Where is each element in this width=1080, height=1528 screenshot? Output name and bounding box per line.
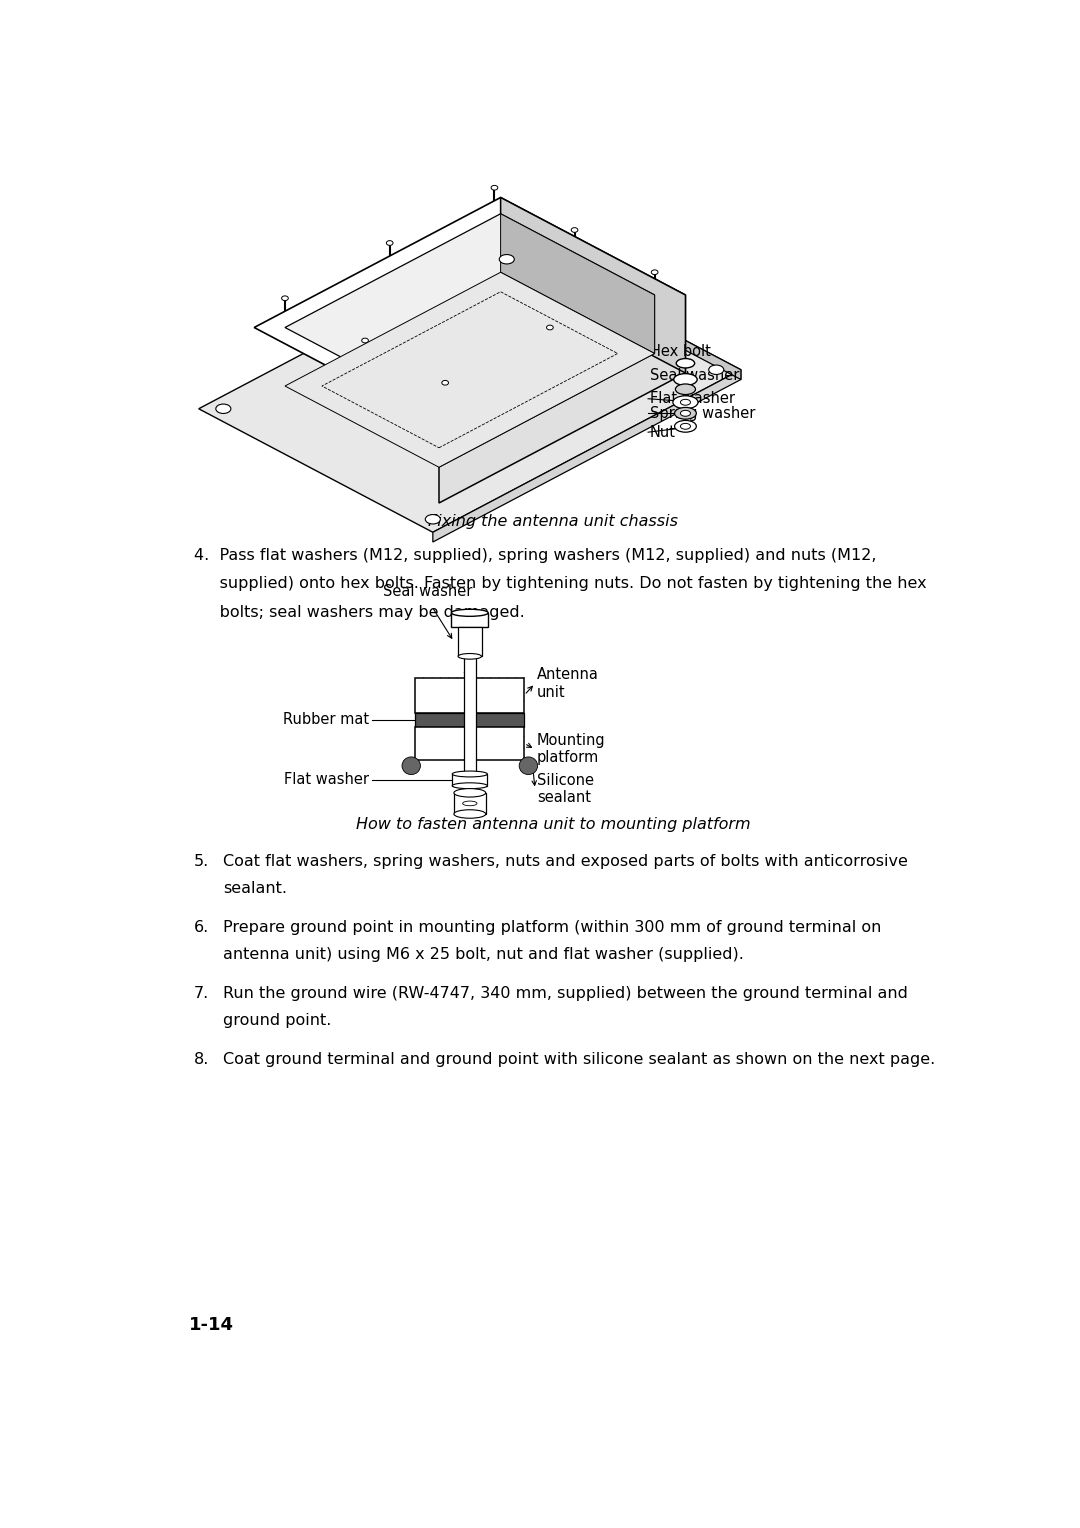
Ellipse shape (675, 420, 697, 432)
Text: Coat ground terminal and ground point with silicone sealant as shown on the next: Coat ground terminal and ground point wi… (222, 1051, 935, 1067)
Ellipse shape (674, 374, 698, 385)
Polygon shape (285, 214, 654, 410)
Bar (453, 775, 487, 785)
Polygon shape (254, 197, 686, 425)
Ellipse shape (402, 756, 420, 775)
Bar (416, 712, 524, 727)
Bar (464, 613, 475, 813)
Text: Flat washer: Flat washer (284, 772, 369, 787)
Ellipse shape (462, 801, 477, 805)
Ellipse shape (442, 380, 448, 385)
Text: 6.: 6. (193, 920, 208, 935)
Text: Antenna
unit: Antenna unit (537, 668, 598, 700)
Polygon shape (433, 370, 741, 542)
Text: Fixing the antenna unit chassis: Fixing the antenna unit chassis (429, 513, 678, 529)
Bar (416, 727, 524, 759)
Text: 1-14: 1-14 (189, 1316, 234, 1334)
Text: 5.: 5. (193, 854, 208, 869)
Text: 7.: 7. (193, 986, 208, 1001)
Ellipse shape (216, 403, 231, 414)
Ellipse shape (451, 610, 488, 616)
Text: Spring washer: Spring washer (650, 406, 755, 420)
Text: supplied) onto hex bolts. Fasten by tightening nuts. Do not fasten by tightening: supplied) onto hex bolts. Fasten by tigh… (193, 576, 927, 591)
Ellipse shape (675, 384, 696, 394)
Ellipse shape (426, 515, 441, 524)
Ellipse shape (453, 772, 487, 776)
Text: Seal washer: Seal washer (650, 368, 739, 384)
Polygon shape (507, 246, 741, 379)
Ellipse shape (675, 408, 697, 419)
Text: Prepare ground point in mounting platform (within 300 mm of ground terminal on: Prepare ground point in mounting platfor… (222, 920, 881, 935)
Ellipse shape (458, 654, 482, 659)
Ellipse shape (680, 423, 690, 429)
Ellipse shape (546, 325, 553, 330)
Polygon shape (438, 295, 686, 503)
Ellipse shape (282, 296, 288, 301)
Ellipse shape (571, 228, 578, 232)
Polygon shape (199, 246, 741, 532)
Ellipse shape (680, 399, 690, 405)
Ellipse shape (362, 338, 368, 342)
Text: Rubber mat: Rubber mat (283, 712, 369, 727)
Polygon shape (501, 214, 654, 353)
Ellipse shape (387, 240, 393, 246)
Ellipse shape (673, 396, 698, 408)
Text: 8.: 8. (193, 1051, 208, 1067)
Text: Seal washer: Seal washer (383, 584, 473, 599)
Bar (454, 793, 486, 814)
Text: Run the ground wire (RW-4747, 340 mm, supplied) between the ground terminal and: Run the ground wire (RW-4747, 340 mm, su… (222, 986, 908, 1001)
Text: Silicone
sealant: Silicone sealant (537, 773, 594, 805)
Ellipse shape (499, 255, 514, 264)
Ellipse shape (651, 270, 658, 275)
Polygon shape (438, 295, 654, 468)
Ellipse shape (491, 185, 498, 189)
Ellipse shape (454, 810, 486, 817)
Bar (458, 626, 482, 657)
Text: antenna unit) using M6 x 25 bolt, nut and flat washer (supplied).: antenna unit) using M6 x 25 bolt, nut an… (222, 947, 744, 963)
Ellipse shape (676, 359, 694, 368)
Ellipse shape (708, 365, 724, 374)
Text: bolts; seal washers may be damaged.: bolts; seal washers may be damaged. (193, 605, 525, 619)
Text: ground point.: ground point. (222, 1013, 332, 1028)
Text: Mounting
platform: Mounting platform (537, 733, 606, 766)
Text: Coat flat washers, spring washers, nuts and exposed parts of bolts with anticorr: Coat flat washers, spring washers, nuts … (222, 854, 908, 869)
Text: 4.  Pass flat washers (M12, supplied), spring washers (M12, supplied) and nuts (: 4. Pass flat washers (M12, supplied), sp… (193, 549, 876, 564)
Polygon shape (501, 197, 686, 373)
Text: sealant.: sealant. (222, 882, 287, 895)
Ellipse shape (519, 756, 538, 775)
Text: How to fasten antenna unit to mounting platform: How to fasten antenna unit to mounting p… (356, 817, 751, 833)
Text: Hex bolt: Hex bolt (650, 344, 711, 359)
Text: Nut: Nut (650, 425, 676, 440)
Ellipse shape (680, 411, 690, 416)
Polygon shape (285, 272, 654, 468)
Bar (451, 613, 488, 626)
Text: Flat washer: Flat washer (650, 391, 734, 406)
Bar (416, 677, 524, 712)
Ellipse shape (454, 788, 486, 798)
Ellipse shape (453, 782, 487, 788)
